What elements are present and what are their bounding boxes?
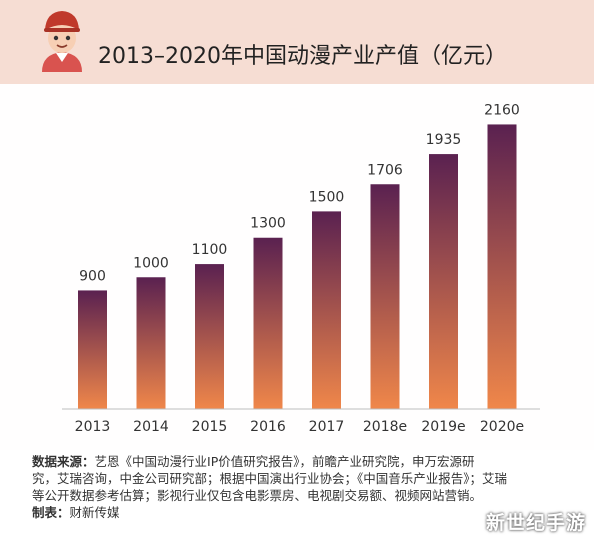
- source-line-2: 究，艾瑞咨询，中金公司研究部；根据中国演出行业协会；《中国音乐产业报告》；艾瑞: [32, 471, 508, 486]
- x-tick-label-2014: 2014: [133, 419, 169, 435]
- x-tick-label-2016: 2016: [250, 419, 286, 435]
- bar-2020e: [487, 124, 517, 409]
- maker-label: 制表：: [32, 505, 70, 520]
- bar-2013: [78, 290, 107, 409]
- bar-group: [78, 124, 517, 409]
- bar-2015: [195, 264, 224, 409]
- value-label-2018e: 1706: [367, 162, 403, 178]
- x-tick-labels: 2013 2014 2015 2016 2017 2018e 2019e 2020e: [75, 419, 524, 435]
- value-label-2014: 1000: [133, 255, 169, 271]
- source-text-1: 艺恩《中国动漫行业IP价值研究报告》，前瞻产业研究院，申万宏源研: [94, 454, 475, 469]
- x-tick-label-2019e: 2019e: [421, 419, 465, 435]
- chart-title: 2013–2020年中国动漫产业产值（亿元）: [98, 44, 507, 69]
- value-label-2015: 1100: [192, 242, 228, 258]
- chart-header: 2013–2020年中国动漫产业产值（亿元）: [0, 0, 594, 84]
- value-label-2013: 900: [79, 268, 106, 284]
- x-tick-label-2017: 2017: [309, 419, 345, 435]
- bar-2018e: [370, 184, 400, 409]
- cartoon-character-icon: [42, 11, 82, 72]
- x-tick-label-2013: 2013: [75, 419, 111, 435]
- source-label: 数据来源：: [32, 454, 95, 469]
- value-labels: 900 1000 1100 1300 1500 1706 1935 2160: [79, 102, 520, 284]
- value-label-2020e: 2160: [484, 102, 520, 118]
- x-tick-label-2015: 2015: [192, 419, 228, 435]
- watermark: 新世纪手游: [485, 512, 586, 534]
- source-line-3: 等公开数据参考估算；影视行业仅包含电影票房、电视剧交易额、视频网站营销。: [32, 488, 483, 503]
- footnote: 数据来源：艺恩《中国动漫行业IP价值研究报告》，前瞻产业研究院，申万宏源研 究，…: [32, 453, 572, 521]
- bar-2016: [253, 237, 283, 409]
- maker-line: 制表：财新传媒: [32, 504, 572, 521]
- value-label-2017: 1500: [309, 189, 345, 205]
- bar-2014: [136, 277, 166, 409]
- bar-2019e: [429, 154, 458, 409]
- maker-value: 财新传媒: [69, 505, 120, 520]
- value-label-2016: 1300: [250, 216, 286, 232]
- value-label-2019e: 1935: [426, 132, 462, 148]
- bar-2017: [312, 211, 341, 409]
- x-tick-label-2018e: 2018e: [363, 419, 407, 435]
- x-tick-label-2020e: 2020e: [480, 419, 524, 435]
- source-line-1: 数据来源：艺恩《中国动漫行业IP价值研究报告》，前瞻产业研究院，申万宏源研: [32, 453, 572, 470]
- bar-chart: 2013 2014 2015 2016 2017 2018e 2019e 2020e 900 1…: [62, 102, 540, 435]
